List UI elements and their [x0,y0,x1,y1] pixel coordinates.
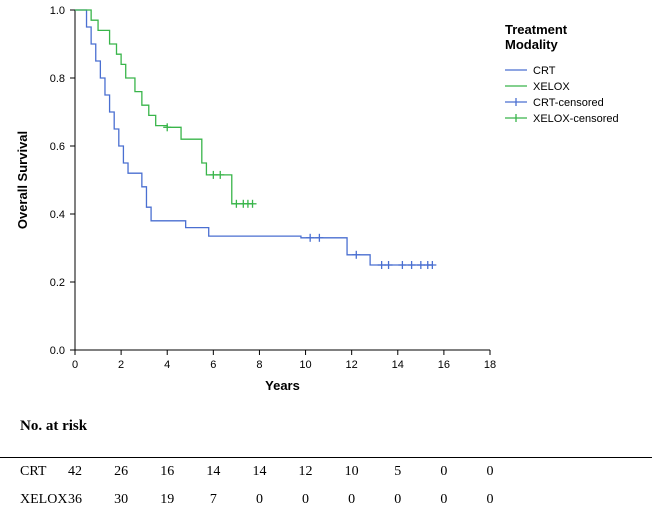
risk-cell: 0 [291,492,321,508]
y-tick-label: 0.0 [50,345,65,357]
x-tick-label: 16 [438,359,450,371]
x-tick-label: 14 [392,359,404,371]
y-tick-label: 0.6 [50,141,65,153]
risk-row: CRT42261614141210500 [0,458,652,486]
y-tick-label: 1.0 [50,5,65,17]
risk-cell: 0 [475,492,505,508]
x-tick-label: 12 [346,359,358,371]
risk-cell: 42 [60,464,90,480]
risk-cell: 0 [337,492,367,508]
risk-cell: 30 [106,492,136,508]
legend-title: Modality [505,37,558,52]
risk-cell: 0 [429,492,459,508]
risk-cell: 0 [383,492,413,508]
y-tick-label: 0.2 [50,277,65,289]
legend-label: CRT [533,65,556,77]
legend-label: CRT-censored [533,97,604,109]
risk-cell: 12 [291,464,321,480]
risk-cell: 14 [244,464,274,480]
x-tick-label: 2 [118,359,124,371]
risk-row: XELOX3630197000000 [0,486,652,514]
xelox-line [75,10,253,204]
crt-line [75,10,432,265]
risk-table-title: No. at risk [20,418,652,435]
risk-table: No. at risk CRT42261614141210500XELOX363… [0,410,652,514]
risk-cell: 19 [152,492,182,508]
km-chart-container: 0 2 4 6 8 10 12 14 16 18 0.0 0.2 0.4 0.6 0.8 1.0 Years Ov… [0,0,652,400]
x-tick-label: 8 [256,359,262,371]
risk-cell: 26 [106,464,136,480]
x-tick-label: 10 [299,359,311,371]
km-chart-svg: 0 2 4 6 8 10 12 14 16 18 0.0 0.2 0.4 0.6 0.8 1.0 Years Ov… [0,0,652,400]
y-tick-label: 0.4 [50,209,65,221]
risk-cell: 10 [337,464,367,480]
x-tick-label: 18 [484,359,496,371]
x-tick-label: 6 [210,359,216,371]
risk-cell: 36 [60,492,90,508]
y-axis-label: Overall Survival [15,131,30,229]
x-tick-label: 0 [72,359,78,371]
risk-table-rule [0,445,652,458]
risk-cell: 7 [198,492,228,508]
legend-title: Treatment [505,22,568,37]
legend-label: XELOX-censored [533,113,619,125]
risk-cell: 5 [383,464,413,480]
x-tick-label: 4 [164,359,170,371]
risk-cell: 0 [429,464,459,480]
risk-cell: 0 [244,492,274,508]
risk-cell: 14 [198,464,228,480]
x-axis-label: Years [265,378,300,393]
risk-cell: 0 [475,464,505,480]
y-tick-label: 0.8 [50,73,65,85]
risk-cell: 16 [152,464,182,480]
legend-label: XELOX [533,81,570,93]
